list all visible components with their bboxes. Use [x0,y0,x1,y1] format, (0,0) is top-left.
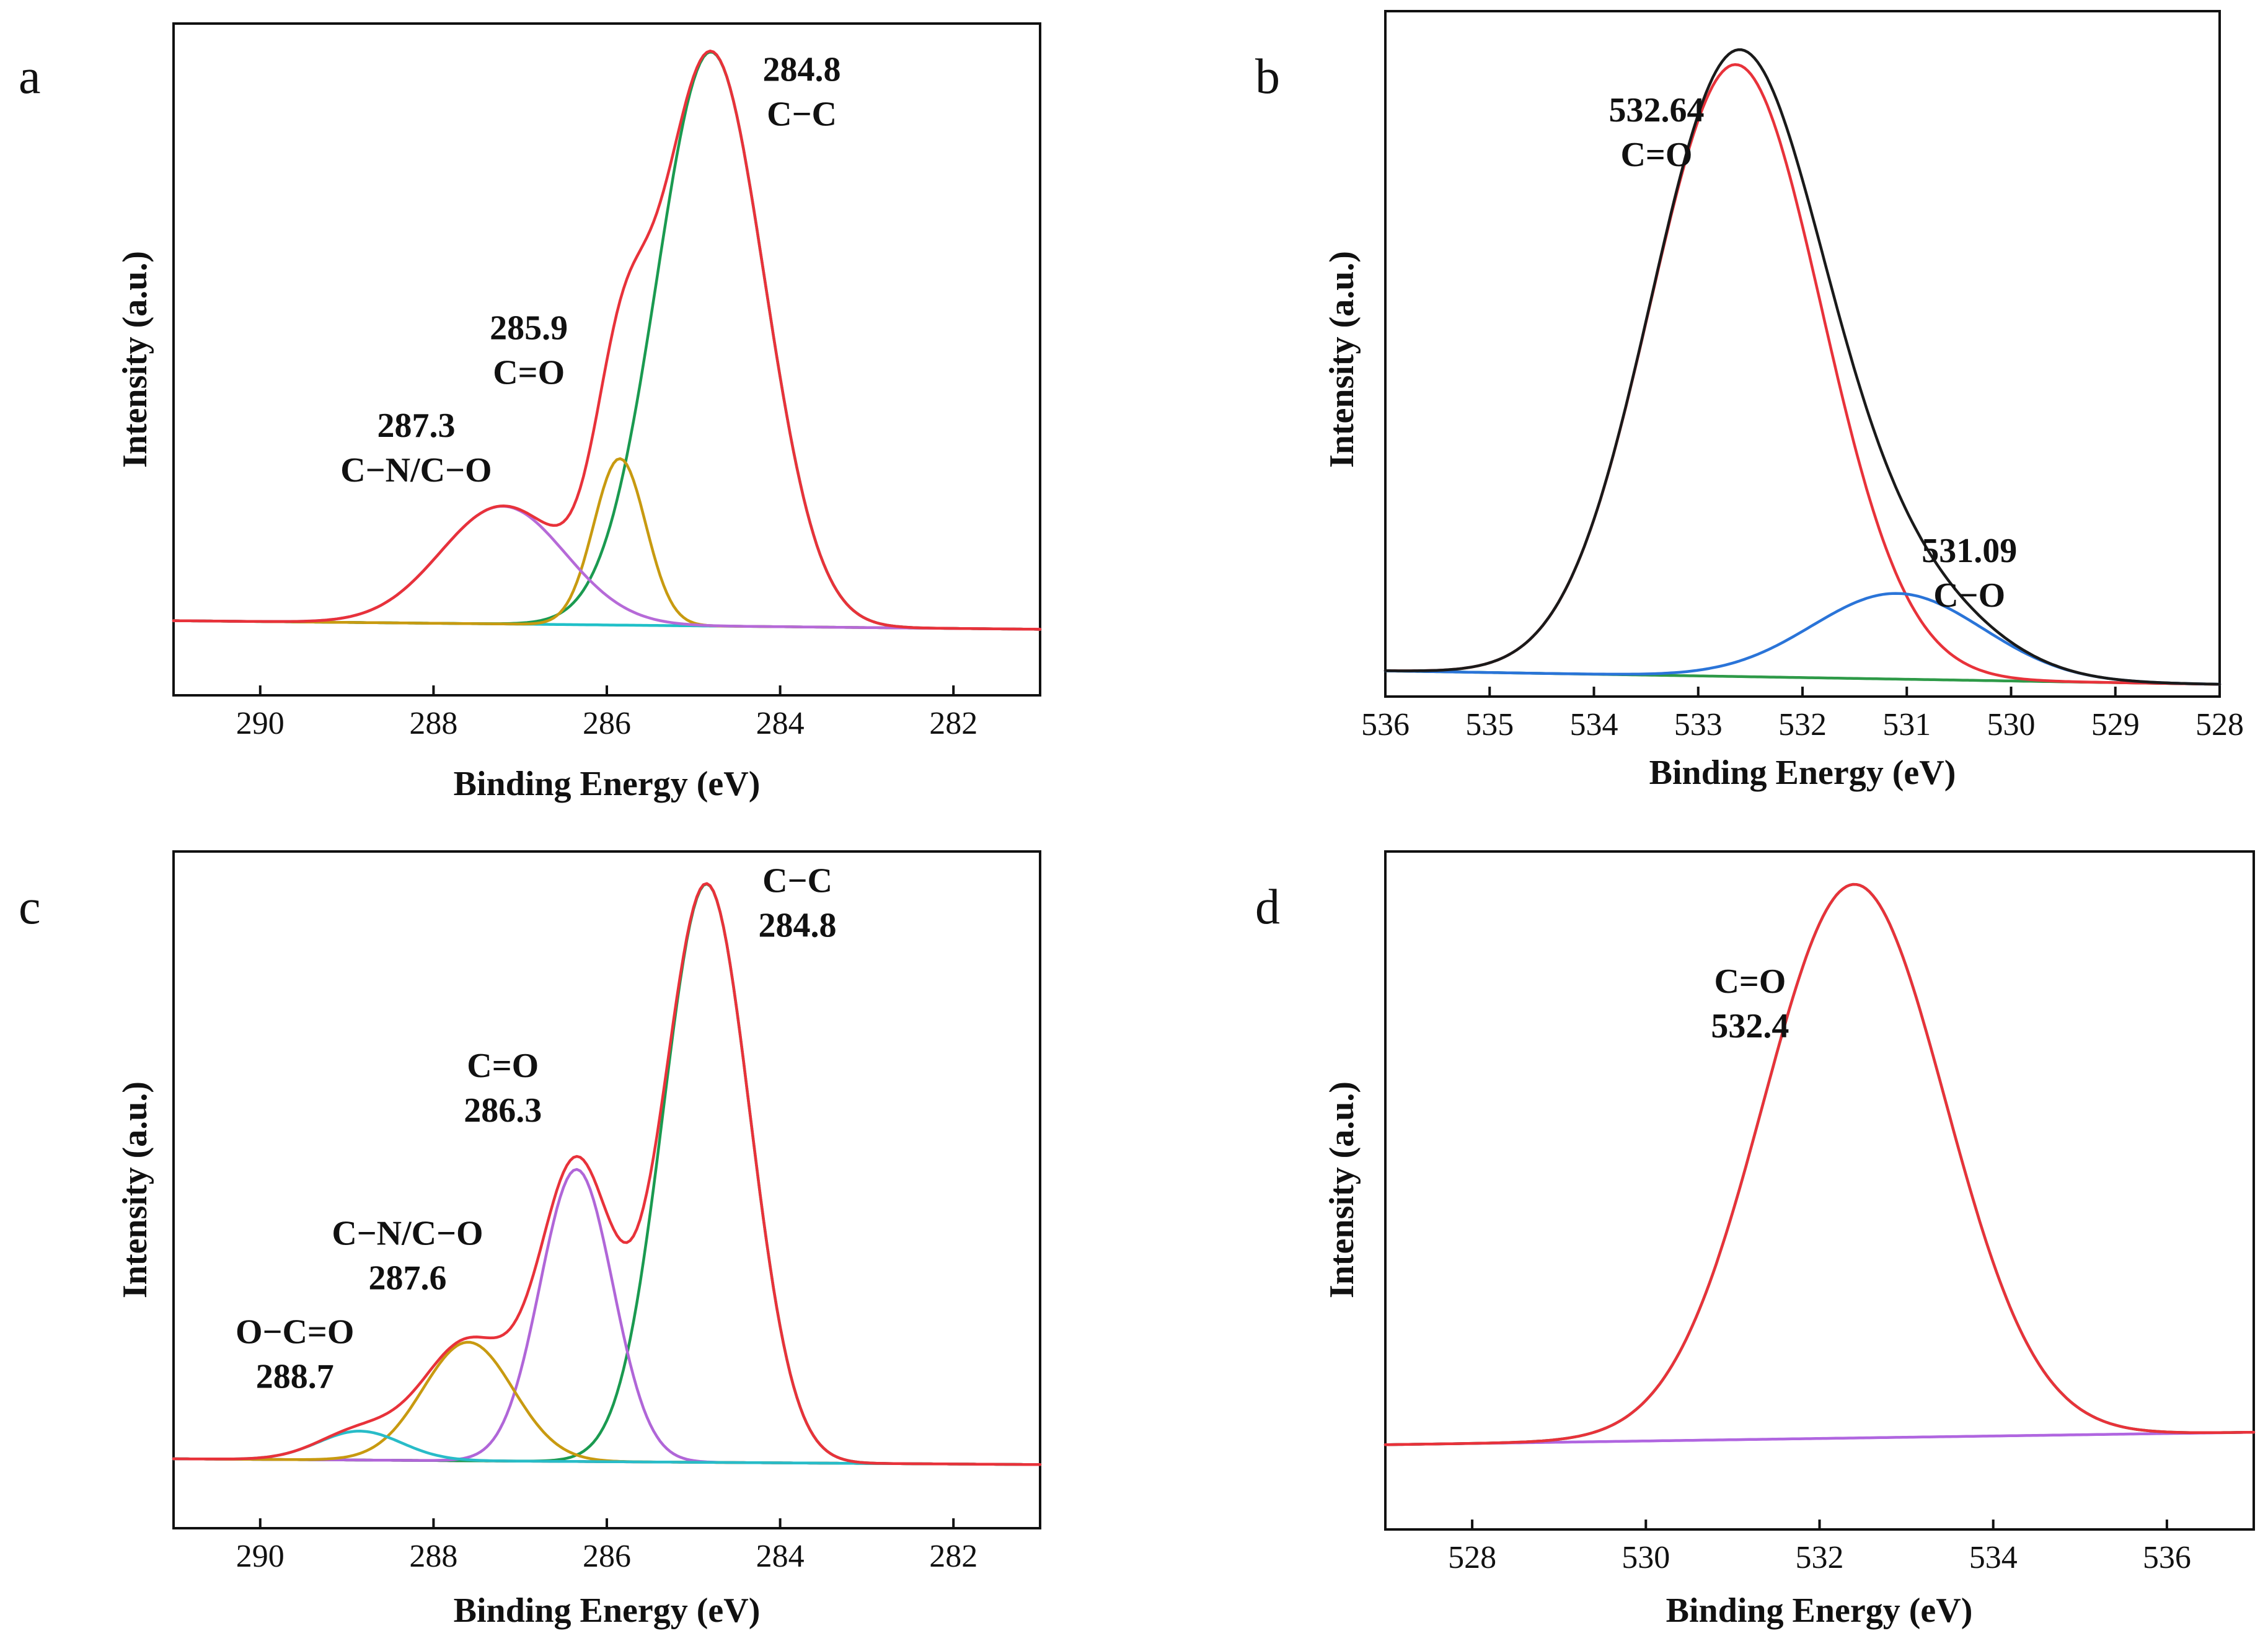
panel-a-series [172,50,1042,631]
panel-d-annotations: C=O 532.4 [1711,962,1789,1045]
panel-d-x-tick-label: 530 [1622,1540,1670,1575]
panel-b-x-tick-label: 529 [2091,707,2140,742]
panel-d-peak-annotation-line: C=O [1714,962,1786,1001]
panel-c-peak-annotation-line: 286.3 [464,1091,542,1130]
panel-b: b 536 535 534 533 532 531 530 529 528 532.64 C=O5… [1255,10,2244,792]
panel-a-peak-c-o [172,457,1042,631]
panel-d: d 528 530 532 534 536 C=O 532.4 Binding Energ… [1255,850,2256,1630]
panel-a-x-tick-label: 288 [409,706,457,741]
panel-d-letter: d [1255,880,1280,935]
panel-b-ticks: 536 535 534 533 532 531 530 529 528 [1361,687,2244,742]
panel-c-x-tick-label: 282 [929,1539,977,1574]
panel-d-peak-c-o [1383,882,2256,1446]
panel-a: a 290 288 286 284 282 284.8 C−C 285.9 C=O 287.3 C… [19,22,1042,803]
panel-b-x-tick-label: 532 [1778,707,1827,742]
panel-b-x-tick-label: 536 [1361,707,1410,742]
panel-c-x-tick-label: 288 [409,1539,457,1574]
panel-b-x-tick-label: 531 [1882,707,1931,742]
panel-d-peak-annotation: C=O 532.4 [1711,962,1789,1045]
panel-c-peak-annotation-line: 287.6 [368,1259,446,1298]
panel-d-x-tick-label: 534 [1969,1540,2018,1575]
panel-a-peak-annotation-line: C=O [493,354,565,392]
panel-c-peak-annotation-line: O−C=O [236,1313,354,1351]
panel-d-series [1383,882,2256,1446]
panel-a-x-axis-title: Binding Energy (eV) [454,765,761,803]
panel-c-peak-annotation: C−N/C−O 287.6 [332,1215,483,1298]
panel-b-x-tick-label: 530 [1987,707,2036,742]
panel-a-envelope-line [172,50,1042,631]
panel-b-peak-annotation-line: C=O [1620,136,1692,174]
panel-b-x-tick-label: 533 [1674,707,1723,742]
panel-c-x-tick-label: 286 [583,1539,631,1574]
panel-a-peak-c-c [172,50,1042,631]
panel-d-x-tick-label: 532 [1796,1540,1844,1575]
panel-a-peak-annotation: 284.8 C−C [763,51,841,134]
panel-d-envelope-line [1383,882,2256,1446]
panel-c-peak-annotation: O−C=O 288.7 [236,1313,354,1396]
panel-c-peak-annotation-line: 288.7 [256,1357,334,1396]
panel-c-envelope-line [172,882,1042,1466]
panel-b-axis-frame [1384,10,2221,698]
panel-c-x-axis-title: Binding Energy (eV) [454,1591,761,1630]
panel-a-peak-annotation-line: 285.9 [490,309,568,348]
panel-b-peak-c-o [1383,63,2222,686]
panel-c-ticks: 290 288 286 284 282 [236,1518,977,1574]
panel-a-annotations: 284.8 C−C 285.9 C=O 287.3 C−N/C−O [340,51,841,490]
panel-b-x-tick-label: 534 [1570,707,1618,742]
panel-b-y-axis-title: Intensity (a.u.) [1323,251,1361,468]
panel-c-peak-annotation-line: C−C [762,861,832,900]
panel-a-y-axis-title: Intensity (a.u.) [116,251,154,468]
panel-a-ticks: 290 288 286 284 282 [236,685,977,741]
panel-b-series [1383,48,2222,686]
panel-a-x-tick-label: 286 [583,706,631,741]
panel-b-annotations: 532.64 C=O 531.09 C−O [1608,91,2017,615]
panel-d-x-tick-label: 528 [1448,1540,1496,1575]
panel-d-peak-annotation-line: 532.4 [1711,1007,1789,1045]
panel-c-peak-annotation-line: C−N/C−O [332,1215,483,1253]
panel-a-peak-annotation-line: 287.3 [377,407,455,445]
panel-b-peak-annotation-line: C−O [1933,576,2005,615]
panel-d-y-axis-title: Intensity (a.u.) [1323,1081,1361,1298]
panel-c: c 290 288 286 284 282 C−C 284.8 C=O 286.3 C−N/C−… [19,850,1042,1630]
panel-a-peak-annotation-line: 284.8 [763,51,841,89]
panel-a-x-tick-label: 284 [756,706,805,741]
panel-b-x-tick-label: 535 [1465,707,1514,742]
panel-c-series [172,882,1042,1466]
panel-c-peak-annotation: C−C 284.8 [759,861,837,944]
panel-b-letter: b [1255,50,1280,104]
panel-c-peak-annotation-line: C=O [467,1047,539,1085]
panel-b-x-axis-title: Binding Energy (eV) [1649,754,1956,792]
panel-a-peak-annotation: 285.9 C=O [490,309,568,392]
panel-b-envelope-line [1383,48,2222,686]
panel-b-peak-c-o [1383,592,2222,686]
panel-c-x-tick-label: 284 [756,1539,805,1574]
panel-c-peak-annotation-line: 284.8 [759,906,837,944]
panel-c-y-axis-title: Intensity (a.u.) [116,1081,154,1298]
panel-a-peak-annotation: 287.3 C−N/C−O [340,407,492,490]
panel-a-peak-annotation-line: C−N/C−O [340,451,492,490]
panel-c-letter: c [19,880,41,935]
panel-d-x-tick-label: 536 [2143,1540,2191,1575]
panel-c-peak-annotation: C=O 286.3 [464,1047,542,1130]
panel-b-peak-annotation-line: 532.64 [1608,91,1704,130]
panel-b-peak-annotation: 532.64 C=O [1608,91,1704,174]
panel-b-peak-annotation-line: 531.09 [1922,532,2017,570]
panel-a-x-tick-label: 290 [236,706,285,741]
panel-b-x-tick-label: 528 [2195,707,2244,742]
panel-a-x-tick-label: 282 [929,706,977,741]
panel-a-peak-annotation-line: C−C [767,95,837,134]
panel-c-x-tick-label: 290 [236,1539,285,1574]
panel-d-ticks: 528 530 532 534 536 [1448,1520,2191,1575]
panel-a-peak-c-n-c-o [172,504,1042,631]
panel-b-peak-annotation: 531.09 C−O [1922,532,2017,615]
panel-c-axis-frame [172,850,1041,1529]
panel-a-letter: a [19,50,41,104]
panel-c-annotations: C−C 284.8 C=O 286.3 C−N/C−O 287.6 O−C=O 288.7 [236,861,837,1396]
panel-d-x-axis-title: Binding Energy (eV) [1666,1591,1973,1630]
